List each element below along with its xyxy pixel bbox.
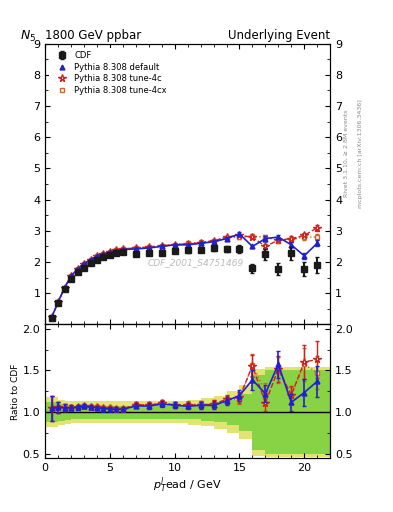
Pythia 8.308 default bbox=[276, 234, 281, 240]
Pythia 8.308 tune-4cx bbox=[121, 246, 125, 252]
Pythia 8.308 tune-4cx bbox=[101, 250, 106, 257]
Pythia 8.308 tune-4cx bbox=[95, 253, 99, 259]
Pythia 8.308 default bbox=[147, 245, 151, 251]
Pythia 8.308 default bbox=[88, 257, 93, 263]
Text: mcplots.cern.ch [arXiv:1306.3436]: mcplots.cern.ch [arXiv:1306.3436] bbox=[358, 99, 363, 208]
Legend: CDF, Pythia 8.308 default, Pythia 8.308 tune-4c, Pythia 8.308 tune-4cx: CDF, Pythia 8.308 default, Pythia 8.308 … bbox=[50, 48, 170, 98]
Pythia 8.308 tune-4c bbox=[147, 244, 151, 250]
Pythia 8.308 default bbox=[198, 240, 203, 246]
Pythia 8.308 tune-4c bbox=[62, 285, 67, 291]
Pythia 8.308 tune-4c bbox=[315, 225, 320, 231]
Pythia 8.308 tune-4cx bbox=[75, 266, 80, 272]
Pythia 8.308 tune-4cx bbox=[56, 299, 61, 305]
Text: CDF_2001_S4751469: CDF_2001_S4751469 bbox=[148, 258, 244, 267]
Pythia 8.308 tune-4cx bbox=[88, 257, 93, 263]
Line: Pythia 8.308 tune-4cx: Pythia 8.308 tune-4cx bbox=[49, 234, 320, 319]
Pythia 8.308 tune-4cx bbox=[62, 285, 67, 291]
Text: Underlying Event: Underlying Event bbox=[228, 29, 330, 42]
Pythia 8.308 tune-4c bbox=[114, 247, 119, 253]
Pythia 8.308 tune-4cx bbox=[237, 234, 242, 240]
Pythia 8.308 default bbox=[75, 266, 80, 272]
Pythia 8.308 default bbox=[62, 285, 67, 291]
Pythia 8.308 tune-4c bbox=[82, 261, 86, 267]
Pythia 8.308 default bbox=[250, 243, 255, 249]
Pythia 8.308 tune-4cx bbox=[82, 261, 86, 267]
Pythia 8.308 default bbox=[114, 248, 119, 254]
Pythia 8.308 default bbox=[95, 253, 99, 260]
Pythia 8.308 tune-4c bbox=[88, 257, 93, 263]
Pythia 8.308 tune-4c bbox=[224, 234, 229, 240]
Pythia 8.308 tune-4c bbox=[263, 243, 268, 249]
Pythia 8.308 tune-4c bbox=[302, 232, 307, 239]
Pythia 8.308 default bbox=[160, 243, 164, 249]
Pythia 8.308 tune-4c bbox=[121, 246, 125, 252]
Pythia 8.308 default bbox=[49, 314, 54, 321]
Pythia 8.308 tune-4c bbox=[56, 299, 61, 305]
Pythia 8.308 default bbox=[315, 240, 320, 246]
Pythia 8.308 tune-4cx bbox=[173, 242, 177, 248]
Line: Pythia 8.308 default: Pythia 8.308 default bbox=[49, 231, 320, 319]
Pythia 8.308 default bbox=[224, 236, 229, 242]
Pythia 8.308 default bbox=[134, 246, 138, 252]
Pythia 8.308 default bbox=[263, 236, 268, 242]
Pythia 8.308 tune-4cx bbox=[160, 243, 164, 249]
Pythia 8.308 tune-4cx bbox=[134, 245, 138, 251]
Pythia 8.308 tune-4c bbox=[160, 243, 164, 249]
Pythia 8.308 tune-4cx bbox=[198, 239, 203, 245]
Pythia 8.308 default bbox=[82, 261, 86, 267]
Pythia 8.308 tune-4c bbox=[185, 241, 190, 247]
Pythia 8.308 default bbox=[237, 231, 242, 237]
Pythia 8.308 tune-4c bbox=[211, 238, 216, 244]
Pythia 8.308 tune-4cx bbox=[289, 237, 294, 243]
Pythia 8.308 default bbox=[69, 273, 73, 279]
Pythia 8.308 tune-4cx bbox=[114, 247, 119, 253]
Pythia 8.308 default bbox=[289, 242, 294, 248]
Pythia 8.308 tune-4cx bbox=[315, 234, 320, 240]
Pythia 8.308 tune-4cx bbox=[108, 249, 112, 255]
Pythia 8.308 tune-4c bbox=[276, 237, 281, 243]
Pythia 8.308 tune-4c bbox=[69, 273, 73, 279]
Pythia 8.308 default bbox=[302, 253, 307, 259]
Pythia 8.308 default bbox=[121, 246, 125, 252]
Pythia 8.308 tune-4cx bbox=[69, 273, 73, 279]
Pythia 8.308 default bbox=[185, 242, 190, 248]
Pythia 8.308 tune-4c bbox=[134, 245, 138, 251]
Pythia 8.308 tune-4cx bbox=[250, 233, 255, 240]
Pythia 8.308 default bbox=[211, 239, 216, 245]
Pythia 8.308 tune-4cx bbox=[276, 238, 281, 244]
Pythia 8.308 tune-4c bbox=[289, 236, 294, 242]
Pythia 8.308 tune-4c bbox=[108, 249, 112, 255]
Y-axis label: $N_5$: $N_5$ bbox=[20, 29, 36, 44]
Pythia 8.308 tune-4cx bbox=[302, 234, 307, 240]
Pythia 8.308 tune-4c bbox=[101, 250, 106, 257]
X-axis label: $p_T^{l}$ead / GeV: $p_T^{l}$ead / GeV bbox=[153, 476, 222, 496]
Line: Pythia 8.308 tune-4c: Pythia 8.308 tune-4c bbox=[48, 224, 321, 321]
Text: Rivet 3.1.10, ≥ 2.8M events: Rivet 3.1.10, ≥ 2.8M events bbox=[344, 110, 349, 197]
Pythia 8.308 tune-4c bbox=[250, 234, 255, 240]
Pythia 8.308 default bbox=[56, 299, 61, 305]
Text: 1800 GeV ppbar: 1800 GeV ppbar bbox=[45, 29, 141, 42]
Pythia 8.308 default bbox=[108, 249, 112, 255]
Pythia 8.308 tune-4c bbox=[75, 266, 80, 272]
Pythia 8.308 tune-4c bbox=[173, 242, 177, 248]
Pythia 8.308 tune-4c bbox=[237, 232, 242, 239]
Pythia 8.308 tune-4cx bbox=[211, 238, 216, 244]
Pythia 8.308 tune-4c bbox=[95, 253, 99, 259]
Pythia 8.308 tune-4c bbox=[49, 314, 54, 321]
Pythia 8.308 tune-4cx bbox=[147, 244, 151, 250]
Pythia 8.308 default bbox=[173, 242, 177, 248]
Pythia 8.308 tune-4cx bbox=[49, 314, 54, 321]
Pythia 8.308 tune-4cx bbox=[185, 240, 190, 246]
Y-axis label: Ratio to CDF: Ratio to CDF bbox=[11, 363, 20, 419]
Pythia 8.308 tune-4cx bbox=[224, 234, 229, 241]
Pythia 8.308 tune-4c bbox=[198, 240, 203, 246]
Pythia 8.308 default bbox=[101, 251, 106, 258]
Pythia 8.308 tune-4cx bbox=[263, 234, 268, 240]
